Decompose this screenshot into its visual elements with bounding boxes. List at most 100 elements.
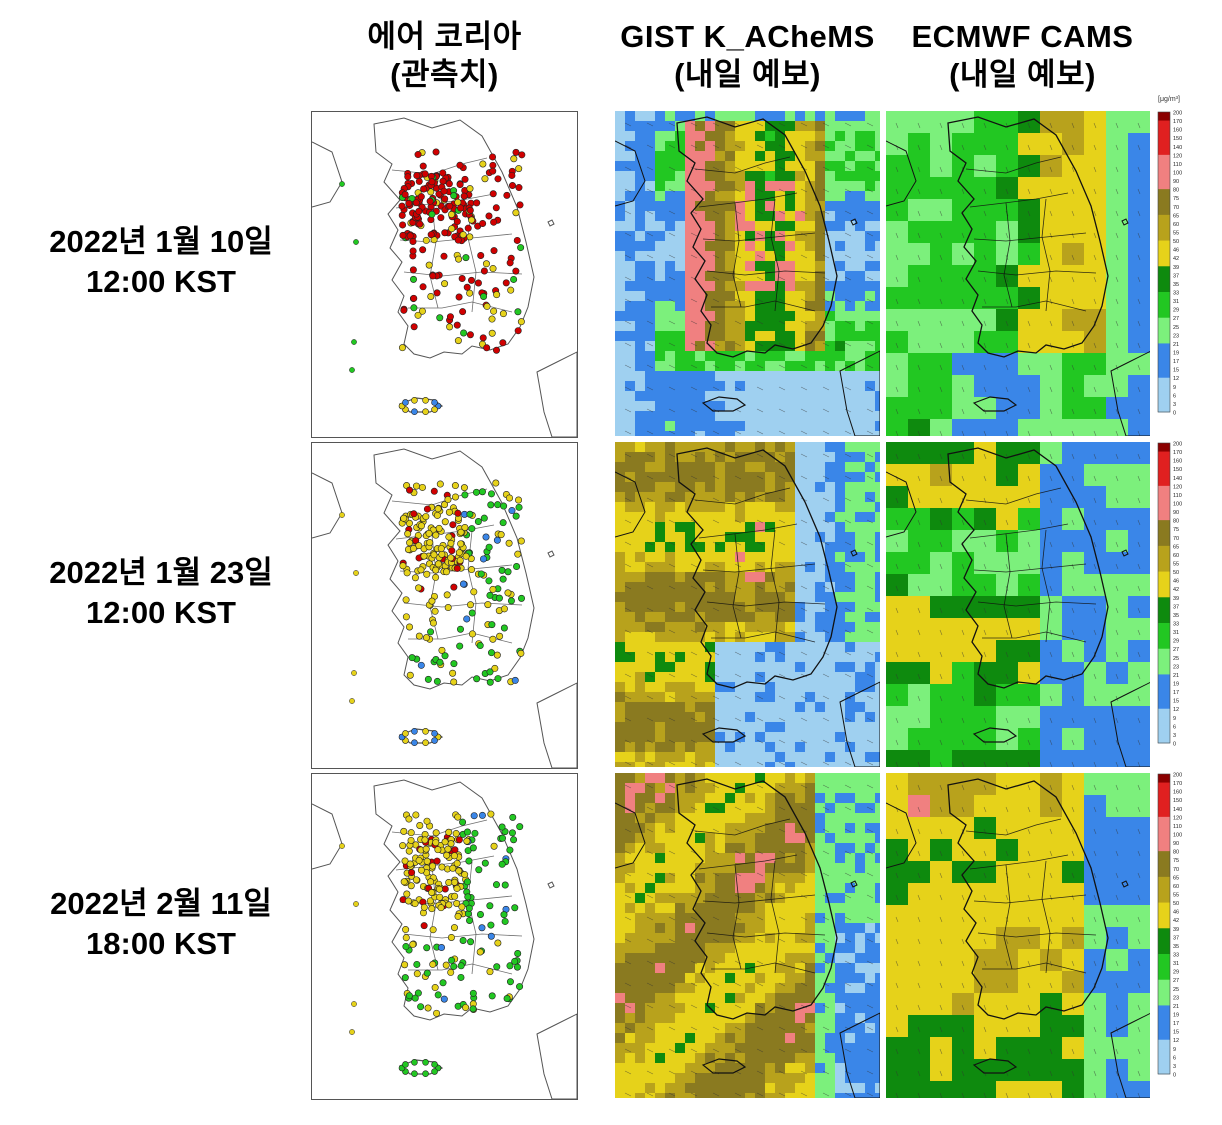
colorbar-legend-row3: 200 170 160 150 140 120 110 100 90 80 75 70 65 60 55 50… [1150, 758, 1222, 1098]
colorbar-tick-label: 200 [1173, 773, 1182, 779]
column-title-line2: (관측치) [390, 57, 499, 92]
colorbar-tick-label: 31 [1173, 961, 1179, 967]
row-time: 12:00 KST [86, 264, 236, 299]
korea-coastline [886, 116, 1150, 436]
colorbar-tick-label: 39 [1173, 265, 1179, 271]
colorbar-tick-label: 23 [1173, 664, 1179, 670]
colorbar-tick-label: 0 [1173, 742, 1176, 748]
colorbar-tick-label: 12 [1173, 376, 1179, 382]
colorbar-tick-label: 75 [1173, 858, 1179, 864]
legend-unit: [μg/m³] [1158, 96, 1180, 103]
ecmwf-forecast-map-row1 [886, 111, 1150, 436]
colorbar-tick-label: 46 [1173, 910, 1179, 916]
row-label-1: 2022년 1월 10일 12:00 KST [20, 222, 302, 302]
wind-vectors [624, 784, 874, 1097]
colorbar-tick-label: 6 [1173, 724, 1176, 730]
colorbar-tick-label: 90 [1173, 179, 1179, 185]
colorbar-tick-label: 37 [1173, 273, 1179, 279]
colorbar-tick-label: 9 [1173, 716, 1176, 722]
colorbar-tick-label: 25 [1173, 656, 1179, 662]
colorbar-tick-label: 150 [1173, 136, 1182, 142]
colorbar-tick-label: 160 [1173, 459, 1182, 465]
colorbar-tick-label: 50 [1173, 570, 1179, 576]
colorbar-tick-label: 120 [1173, 153, 1182, 159]
colorbar-tick-label: 60 [1173, 884, 1179, 890]
colorbar-tick-label: 90 [1173, 510, 1179, 516]
colorbar-tick-label: 42 [1173, 256, 1179, 262]
colorbar-tick-label: 23 [1173, 995, 1179, 1001]
colorbar-tick-label: 75 [1173, 527, 1179, 533]
concentration-field [615, 111, 880, 436]
column-title-line2: (내일 예보) [674, 57, 821, 92]
concentration-field [615, 442, 880, 767]
colorbar-tick-label: 110 [1173, 493, 1182, 499]
colorbar-legend-row2: 200 170 160 150 140 120 110 100 90 80 75 70 65 60 55 50… [1150, 427, 1222, 767]
colorbar-tick-label: 170 [1173, 450, 1182, 456]
colorbar-tick-label: 55 [1173, 562, 1179, 568]
colorbar-tick-label: 140 [1173, 807, 1182, 813]
wind-vectors [624, 122, 874, 435]
colorbar-tick-label: 19 [1173, 682, 1179, 688]
colorbar-tick-label: 33 [1173, 953, 1179, 959]
colorbar-tick-label: 150 [1173, 467, 1182, 473]
colorbar-tick-label: 23 [1173, 333, 1179, 339]
colorbar-tick-label: 39 [1173, 596, 1179, 602]
colorbar-tick-label: 80 [1173, 850, 1179, 856]
colorbar-tick-label: 150 [1173, 798, 1182, 804]
colorbar-tick-label: 200 [1173, 442, 1182, 448]
colorbar-tick-label: 27 [1173, 647, 1179, 653]
colorbar-tick-label: 35 [1173, 944, 1179, 950]
colorbar-tick-label: 33 [1173, 622, 1179, 628]
column-title-line2: (내일 예보) [949, 57, 1096, 92]
colorbar-tick-label: 46 [1173, 248, 1179, 254]
colorbar-tick-label: 6 [1173, 393, 1176, 399]
row-date: 2022년 1월 23일 [49, 555, 273, 590]
colorbar-tick-label: 19 [1173, 1013, 1179, 1019]
colorbar-tick-label: 17 [1173, 359, 1179, 365]
colorbar-tick-label: 21 [1173, 673, 1179, 679]
colorbar-tick-label: 17 [1173, 1021, 1179, 1027]
colorbar-tick-label: 170 [1173, 781, 1182, 787]
colorbar-tick-label: 15 [1173, 1030, 1179, 1036]
colorbar-tick-label: 9 [1173, 385, 1176, 391]
row-date: 2022년 1월 10일 [49, 224, 273, 259]
wind-vectors [895, 453, 1141, 767]
gist-forecast-map-row3 [615, 773, 880, 1098]
row-time: 12:00 KST [86, 595, 236, 630]
colorbar-tick-label: 70 [1173, 205, 1179, 211]
colorbar-tick-label: 60 [1173, 222, 1179, 228]
colorbar-tick-label: 12 [1173, 707, 1179, 713]
colorbar-tick-label: 70 [1173, 536, 1179, 542]
colorbar-tick-label: 42 [1173, 587, 1179, 593]
colorbar-tick-label: 170 [1173, 119, 1182, 125]
colorbar-tick-label: 60 [1173, 553, 1179, 559]
colorbar-legend-row1: [μg/m³] 200 170 160 150 140 120 110 100 90 80 75 70… [1150, 96, 1222, 436]
colorbar-tick-label: 31 [1173, 630, 1179, 636]
korea-coastline [886, 778, 1150, 1098]
colorbar-tick-label: 42 [1173, 918, 1179, 924]
colorbar-tick-label: 65 [1173, 544, 1179, 550]
colorbar-tick-label: 25 [1173, 987, 1179, 993]
colorbar-tick-label: 35 [1173, 613, 1179, 619]
colorbar-tick-label: 21 [1173, 1004, 1179, 1010]
row-label-3: 2022년 2월 11일 18:00 KST [20, 884, 302, 964]
gist-forecast-map-row1 [615, 111, 880, 436]
colorbar-tick-label: 70 [1173, 867, 1179, 873]
colorbar-tick-label: 75 [1173, 196, 1179, 202]
colorbar-tick-label: 140 [1173, 145, 1182, 151]
colorbar-tick-label: 120 [1173, 815, 1182, 821]
column-title-line1: GIST K_ACheMS [620, 19, 875, 54]
wind-vectors [895, 122, 1141, 436]
colorbar-tick-label: 3 [1173, 402, 1176, 408]
colorbar-tick-label: 160 [1173, 790, 1182, 796]
colorbar-tick-label: 37 [1173, 604, 1179, 610]
gist-forecast-map-row2 [615, 442, 880, 767]
colorbar-tick-label: 50 [1173, 239, 1179, 245]
colorbar-tick-label: 15 [1173, 699, 1179, 705]
row-label-2: 2022년 1월 23일 12:00 KST [20, 553, 302, 633]
colorbar-tick-label: 15 [1173, 368, 1179, 374]
concentration-field [886, 442, 1150, 767]
colorbar-tick-label: 55 [1173, 893, 1179, 899]
colorbar-tick-label: 140 [1173, 476, 1182, 482]
colorbar [1157, 442, 1171, 744]
